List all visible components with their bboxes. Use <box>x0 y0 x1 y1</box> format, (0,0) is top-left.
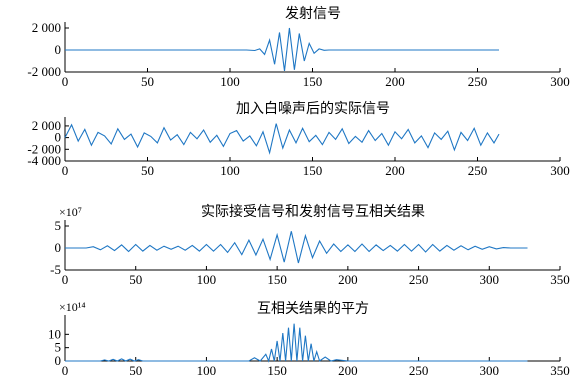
y-exponent-label: ×10⁷ <box>59 205 82 219</box>
series-line <box>65 27 499 71</box>
x-tick-label: 200 <box>385 74 405 89</box>
x-tick-label: 250 <box>409 272 429 287</box>
x-tick-label: 200 <box>385 163 405 178</box>
y-tick-label: 2 000 <box>32 118 61 133</box>
x-tick-label: 300 <box>480 363 500 378</box>
y-tick-label: -4 000 <box>27 153 61 168</box>
chart-title: 互相关结果的平方 <box>257 301 369 317</box>
y-tick-label: 10 <box>48 326 61 341</box>
series-line <box>64 123 500 155</box>
series-line <box>65 323 528 363</box>
x-tick-label: 50 <box>129 272 142 287</box>
x-tick-label: 300 <box>480 272 500 287</box>
x-tick-label: 0 <box>62 163 69 178</box>
y-tick-label: 0 <box>55 240 62 255</box>
y-exponent-label: ×10¹⁴ <box>59 300 86 314</box>
x-tick-label: 350 <box>550 272 570 287</box>
x-tick-label: 0 <box>62 363 69 378</box>
series-line <box>65 231 528 264</box>
x-tick-label: 350 <box>550 363 570 378</box>
y-tick-label: 2 000 <box>32 20 61 35</box>
x-tick-label: 250 <box>468 163 488 178</box>
x-tick-label: 300 <box>550 74 570 89</box>
y-tick-label: -5 <box>50 262 61 277</box>
x-tick-label: 0 <box>62 74 69 89</box>
x-tick-label: 150 <box>303 74 323 89</box>
y-tick-label: 5 <box>55 340 62 355</box>
y-tick-label: 5 <box>55 218 62 233</box>
y-tick-label: 0 <box>55 130 62 145</box>
x-tick-label: 300 <box>550 163 570 178</box>
x-tick-label: 100 <box>220 163 240 178</box>
y-tick-label: -2 000 <box>27 141 61 156</box>
x-tick-label: 150 <box>267 363 287 378</box>
y-tick-label: -2 000 <box>27 64 61 79</box>
x-tick-label: 100 <box>197 363 217 378</box>
x-tick-label: 50 <box>141 163 154 178</box>
x-tick-label: 250 <box>468 74 488 89</box>
y-tick-label: 0 <box>55 42 62 57</box>
x-tick-label: 250 <box>409 363 429 378</box>
x-tick-label: 0 <box>62 272 69 287</box>
chart-title: 加入白噪声后的实际信号 <box>236 101 390 117</box>
x-tick-label: 50 <box>141 74 154 89</box>
y-tick-label: 0 <box>55 353 62 368</box>
x-tick-label: 150 <box>303 163 323 178</box>
x-tick-label: 150 <box>267 272 287 287</box>
x-tick-label: 200 <box>338 363 358 378</box>
chart-title: 实际接受信号和发射信号互相关结果 <box>201 203 425 220</box>
x-tick-label: 100 <box>197 272 217 287</box>
x-tick-label: 200 <box>338 272 358 287</box>
x-tick-label: 50 <box>129 363 142 378</box>
x-tick-label: 100 <box>220 74 240 89</box>
chart-title: 发射信号 <box>285 6 341 22</box>
